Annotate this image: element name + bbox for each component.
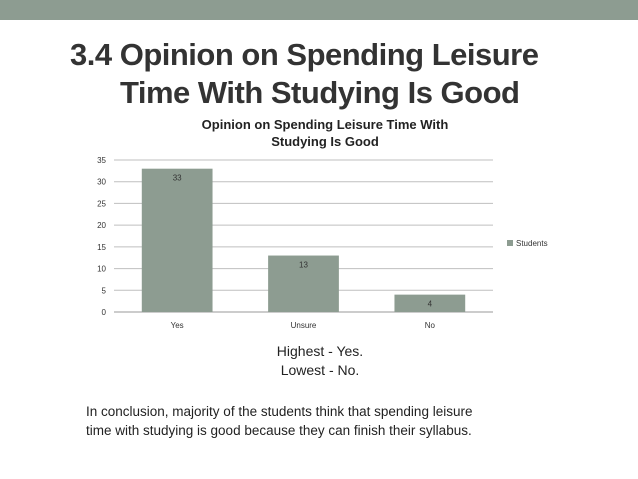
y-tick-label: 20 <box>97 221 106 230</box>
data-label: 4 <box>428 300 433 309</box>
slide-title-line-2: Time With Studying Is Good <box>120 75 520 110</box>
slide-title-line-1: 3.4 Opinion on Spending Leisure <box>70 37 539 72</box>
chart-title-line-1: Opinion on Spending Leisure Time With <box>201 117 449 132</box>
summary: Highest - Yes. Lowest - No. <box>220 342 420 380</box>
y-tick-label: 30 <box>97 178 106 187</box>
x-tick-label: Yes <box>171 321 184 330</box>
summary-lowest: Lowest - No. <box>280 362 360 378</box>
conclusion-text: In conclusion, majority of the students … <box>86 402 606 440</box>
y-tick-label: 0 <box>102 308 107 317</box>
y-tick-label: 15 <box>97 243 106 252</box>
y-tick-label: 25 <box>97 199 106 208</box>
legend-label: Students <box>516 239 548 248</box>
bar <box>394 294 466 312</box>
y-tick-label: 5 <box>102 286 107 295</box>
y-tick-label: 10 <box>97 265 106 274</box>
conclusion-line-2: time with studying is good because they … <box>86 423 472 438</box>
chart-title: Opinion on Spending Leisure Time With St… <box>150 116 500 150</box>
slide-title: 3.4 Opinion on Spending Leisure Time Wit… <box>70 36 590 112</box>
bar <box>268 255 339 312</box>
bar <box>141 168 213 312</box>
data-label: 33 <box>173 174 182 183</box>
data-label: 13 <box>299 261 308 270</box>
top-accent-bar <box>0 0 638 20</box>
x-tick-label: No <box>425 321 436 330</box>
x-tick-label: Unsure <box>291 321 317 330</box>
y-tick-label: 35 <box>97 156 106 165</box>
chart-title-line-2: Studying Is Good <box>271 134 379 149</box>
summary-highest: Highest - Yes. <box>276 343 364 359</box>
conclusion-line-1: In conclusion, majority of the students … <box>86 404 473 419</box>
legend-swatch <box>507 240 513 246</box>
